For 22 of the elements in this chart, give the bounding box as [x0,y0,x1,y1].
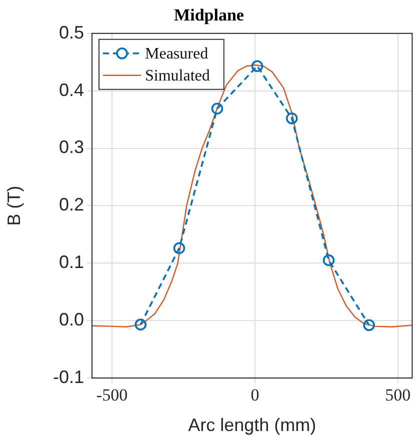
point [211,102,224,115]
y-tick-label: 0.0 [58,310,84,330]
point [173,242,186,254]
y-tick-label: 0.4 [58,80,84,100]
legend-label: Measured [145,46,208,63]
x-tick-label: 500 [385,386,411,405]
y-tick-label: -0.1 [52,366,84,387]
chart-title: Midplane [174,6,244,25]
point [363,319,375,332]
point [322,254,335,266]
x-tick-label: 0 [250,386,260,405]
y-axis-title: B (T) [4,186,24,226]
point [251,60,264,72]
y-tick-label: 0.3 [58,137,84,158]
y-tick-label: 0.5 [58,22,84,42]
point [286,112,298,124]
legend-label: Simulated [145,68,210,85]
y-tick-label: 0.2 [58,194,84,215]
x-tick-label: -500 [96,386,128,405]
y-tick-label: 0.1 [58,252,84,272]
x-axis-title: Arc length (mm) [188,415,316,436]
point [134,318,146,330]
